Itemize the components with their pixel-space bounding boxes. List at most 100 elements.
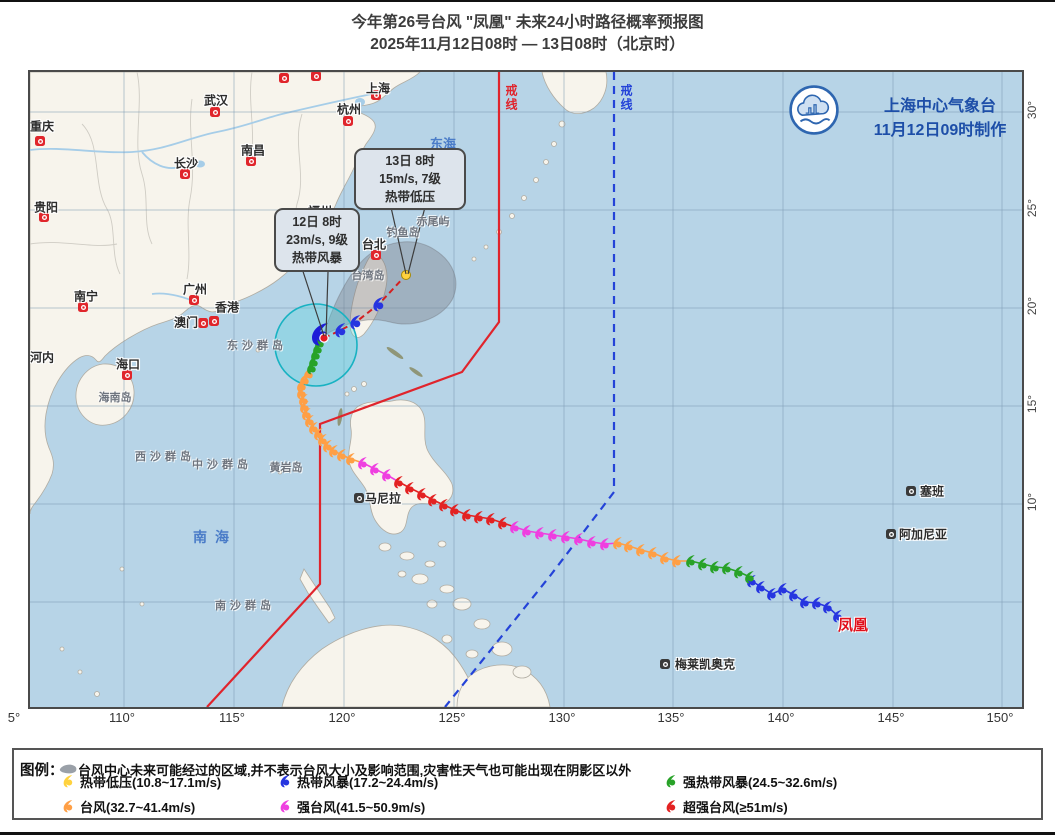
track-point-icon — [624, 540, 633, 553]
callout-line: 13日 8时 — [385, 154, 435, 168]
landmass-china — [30, 72, 608, 707]
track-point-icon — [823, 601, 832, 614]
lon-tick-label: 125° — [438, 710, 466, 725]
track-point-icon — [698, 558, 707, 571]
track-point-icon — [648, 547, 657, 560]
track-point-icon — [722, 562, 731, 575]
agency-logo — [789, 85, 839, 135]
typhoon-name-label: 凤凰 — [838, 617, 869, 634]
lon-tick-label: 135° — [657, 710, 685, 725]
track-point-icon — [613, 537, 622, 550]
legend-item: 超强台风(≥51m/s) — [665, 797, 788, 815]
lon-tick-label: 130° — [548, 710, 576, 725]
callout-line: 12日 8时 — [292, 215, 342, 229]
callout-pointer — [325, 267, 329, 337]
track-point-icon — [587, 536, 596, 549]
cloud-icon — [797, 94, 830, 116]
track-point-icon — [462, 509, 471, 522]
callout-pointer — [390, 205, 407, 275]
lon-tick-label: 150° — [986, 710, 1014, 725]
legend-item-label: 强热带风暴(24.5~32.6m/s) — [683, 774, 838, 790]
lat-tick-label: 25° — [1025, 198, 1039, 218]
typhoon-category-icon — [280, 800, 290, 813]
lat-tick-label: 15° — [1025, 394, 1039, 414]
typhoon-category-icon — [280, 775, 290, 788]
title-line-2: 2025年11月12日08时 — 13日08时（北京时） — [370, 36, 685, 53]
track-point-icon — [812, 597, 821, 610]
track-point-icon — [498, 517, 507, 530]
forecast-map: 重庆贵阳长沙武汉南昌杭州上海福州台北广州香港澳门南宁河内海口马尼拉塞班阿加尼亚梅… — [28, 70, 1024, 709]
legend-item: 台风(32.7~41.4m/s) — [62, 797, 195, 815]
landmass-kyushu — [541, 72, 608, 115]
track-point-icon — [561, 531, 570, 544]
landmass-luzon — [348, 399, 454, 535]
warning-line-48h — [444, 72, 616, 707]
typhoon-category-icon — [63, 775, 73, 788]
track-point-icon — [548, 529, 557, 542]
landmass-hainan — [75, 363, 135, 426]
track-point-icon — [600, 538, 609, 551]
lat-tick-label: 20° — [1025, 296, 1039, 316]
legend-note: 台风中心未来可能经过的区域,并不表示台风大小及影响范围,灾害性天气也可能出现在阴… — [78, 763, 632, 778]
lon-tick-label: 110° — [109, 710, 135, 725]
typhoon-category-icon — [666, 800, 676, 813]
landmass-mindanao — [456, 664, 551, 707]
graticule — [30, 72, 1022, 707]
landmass-palawan — [299, 568, 336, 624]
callout-pointer — [301, 267, 325, 337]
track-point-icon — [660, 552, 669, 565]
track-line — [362, 462, 400, 483]
legend-item-label: 台风(32.7~41.4m/s) — [80, 799, 196, 815]
legend-item-label: 超强台风(≥51m/s) — [683, 799, 788, 815]
page-title: 今年第26号台风 "凤凰" 未来24小时路径概率预报图 2025年11月12日0… — [0, 12, 1055, 56]
callout-line: 15m/s, 7级 — [379, 172, 441, 186]
lon-tick-label: 120° — [328, 710, 356, 725]
legend-item: 热带风暴(17.2~24.4m/s) — [279, 772, 438, 790]
callout-pointer — [407, 205, 426, 275]
forecast-callout-2: 13日 8时 15m/s, 7级 热带低压 — [354, 148, 466, 210]
track-point-icon — [474, 511, 483, 524]
track-point-icon — [756, 581, 765, 594]
probability-cone — [322, 241, 457, 338]
track-point-icon — [710, 561, 719, 574]
lon-tick-label: 5° — [7, 710, 21, 725]
typhoon-category-icon — [63, 800, 73, 813]
typhoon-category-icon — [666, 775, 676, 788]
track-point-icon — [800, 596, 809, 609]
lon-tick-label: 115° — [219, 710, 245, 725]
track-point-icon — [686, 555, 695, 568]
track-point-icon — [522, 525, 531, 538]
title-line-1: 今年第26号台风 "凤凰" 未来24小时路径概率预报图 — [351, 14, 704, 31]
probability-region-icon — [59, 764, 77, 774]
legend-item-label: 热带低压(10.8~17.1m/s) — [80, 774, 222, 790]
callout-line: 热带低压 — [384, 190, 435, 204]
legend-item-label: 热带风暴(17.2~24.4m/s) — [297, 774, 439, 790]
credit-made: 11月12日09时制作 — [873, 122, 1007, 139]
legend-item: 热带低压(10.8~17.1m/s) — [62, 772, 221, 790]
legend-item: 强台风(41.5~50.9m/s) — [279, 797, 425, 815]
legend-item-label: 强台风(41.5~50.9m/s) — [297, 799, 426, 815]
lon-tick-label: 145° — [877, 710, 905, 725]
track-point-icon — [574, 533, 583, 546]
lakes — [195, 98, 365, 168]
landmass-taiwan — [349, 253, 388, 338]
track-point-icon — [636, 544, 645, 557]
legend-item: 强热带风暴(24.5~32.6m/s) — [665, 772, 837, 790]
lat-tick-label: 30° — [1025, 100, 1039, 120]
warning-line-48h-label: 戒线 — [619, 84, 633, 112]
track-point-icon — [789, 589, 798, 602]
track-point-icon — [767, 588, 776, 601]
warning-line-24h — [206, 72, 501, 707]
lat-tick-label: 10° — [1025, 492, 1039, 512]
lon-tick-label: 140° — [767, 710, 795, 725]
credit-org: 上海中心气象台 — [883, 98, 996, 115]
legend-title: 图例： — [20, 763, 64, 779]
warning-line-24h-label: 戒线 — [504, 84, 518, 112]
legend: 图例： 台风中心未来可能经过的区域,并不表示台风大小及影响范围,灾害性天气也可能… — [12, 748, 1043, 820]
track-point-icon — [510, 521, 519, 534]
callout-line: 热带风暴 — [291, 251, 342, 265]
track-point-icon — [486, 513, 495, 526]
callout-line: 23m/s, 9级 — [286, 233, 348, 247]
map-canvas — [30, 72, 1022, 707]
